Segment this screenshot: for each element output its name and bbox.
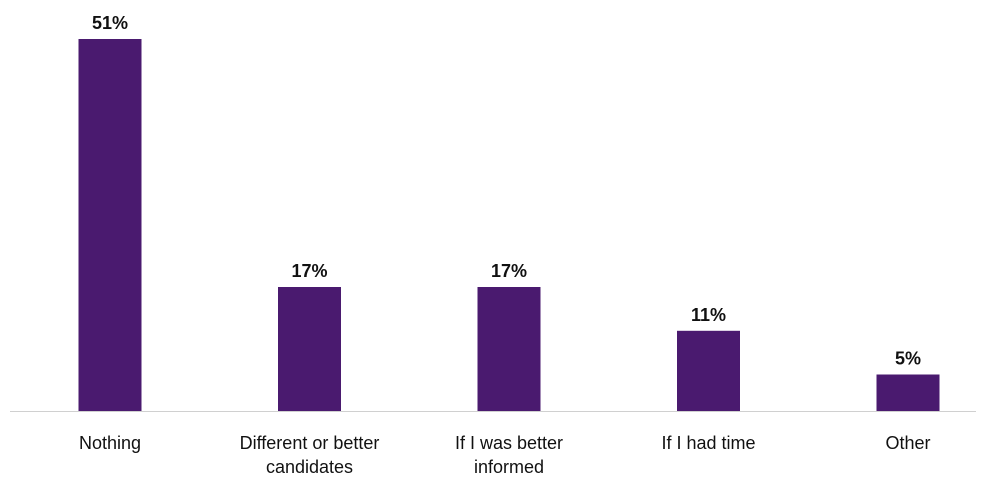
- bars-layer: [78, 39, 940, 411]
- category-label-line: candidates: [266, 457, 353, 477]
- value-label-1: 51%: [92, 13, 128, 33]
- value-label-4: 11%: [691, 305, 726, 325]
- category-label-2: Different or better candidates: [240, 433, 380, 477]
- value-label-2: 17%: [291, 261, 327, 281]
- bar-5: [876, 374, 940, 411]
- value-label-3: 17%: [491, 261, 527, 281]
- bar-3: [477, 287, 541, 411]
- category-label-line: informed: [474, 457, 544, 477]
- category-label-3: If I was better informed: [455, 433, 563, 477]
- category-label-4: If I had time: [661, 433, 755, 453]
- bar-2: [278, 287, 341, 411]
- category-label-line: Different or better: [240, 433, 380, 453]
- category-label-5: Other: [885, 433, 930, 453]
- value-label-5: 5%: [895, 349, 921, 369]
- category-label-line: If I was better: [455, 433, 563, 453]
- category-label-line: Other: [885, 433, 930, 453]
- category-label-1: Nothing: [79, 433, 141, 453]
- category-labels-layer: Nothing Different or better candidates If I…: [79, 433, 931, 477]
- category-label-line: If I had time: [661, 433, 755, 453]
- category-label-line: Nothing: [79, 433, 141, 453]
- bar-4: [677, 330, 740, 411]
- bar-1: [78, 39, 142, 411]
- value-labels-layer: 51% 17% 17% 11% 5%: [92, 13, 921, 369]
